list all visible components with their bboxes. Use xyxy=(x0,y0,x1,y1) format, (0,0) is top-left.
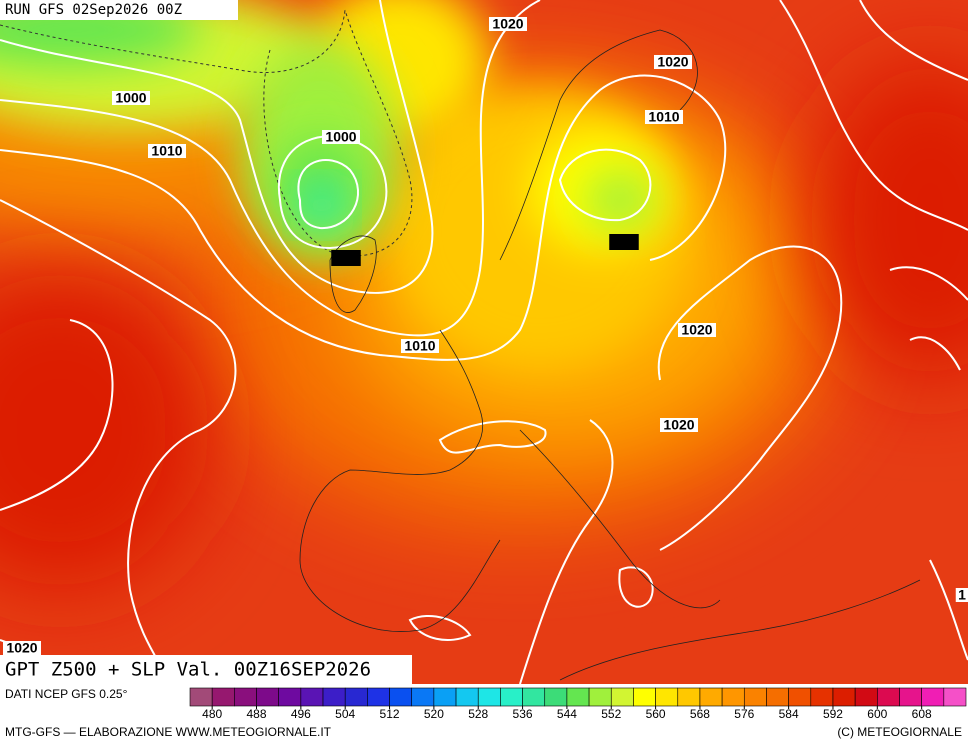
contour-label-bg xyxy=(3,641,41,655)
colorbar-swatch xyxy=(389,687,413,707)
contour-label: 1020 xyxy=(492,16,523,32)
colorbar-tick-label: 592 xyxy=(823,707,843,721)
contour-label-bg xyxy=(645,110,683,124)
title-box xyxy=(0,655,412,684)
colorbar-swatch xyxy=(832,687,856,707)
contour-label-bg xyxy=(678,323,716,337)
map-field xyxy=(0,0,968,684)
colorbar-tick-label: 496 xyxy=(291,707,311,721)
colorbar-swatch xyxy=(788,687,812,707)
colorbar-swatch xyxy=(877,687,900,707)
colorbar-swatch xyxy=(566,687,590,707)
colorbar-tick-label: 584 xyxy=(779,707,799,721)
colorbar-swatch xyxy=(610,687,634,707)
colorbar-tick-label: 608 xyxy=(912,707,932,721)
colorbar-swatch xyxy=(278,687,302,707)
colorbar-tick-label: 528 xyxy=(468,707,488,721)
contour-label: 1010 xyxy=(151,143,182,159)
colorbar-swatch xyxy=(544,687,568,707)
colorbar-tick-label: 512 xyxy=(380,707,400,721)
contour-label: 1020 xyxy=(657,54,688,70)
colorbar-tick-label: 504 xyxy=(335,707,355,721)
colorbar-swatch xyxy=(322,687,346,707)
isobars xyxy=(0,0,968,684)
colorbar-swatch xyxy=(256,687,279,707)
run-box xyxy=(0,0,238,20)
colorbar-swatch xyxy=(455,687,479,707)
colorbar-swatch xyxy=(810,687,834,707)
map-title: GPT Z500 + SLP Val. 00Z16SEP2026 xyxy=(5,659,371,681)
colorbar-tick-label: 600 xyxy=(867,707,887,721)
colorbar-tick-label: 568 xyxy=(690,707,710,721)
contour-label-bg xyxy=(148,144,186,158)
contour-label: 1020 xyxy=(6,640,37,656)
contour-label-bg xyxy=(660,418,698,432)
contour-label-bg xyxy=(654,55,692,69)
colorbar-swatch xyxy=(344,687,368,707)
contour-label-box xyxy=(609,234,639,250)
contour-label-box xyxy=(331,250,361,266)
colorbar-tick-label: 552 xyxy=(601,707,621,721)
colorbar-tick-label: 544 xyxy=(557,707,577,721)
contour-label-bg xyxy=(401,339,439,353)
colorbar-tick-label: 520 xyxy=(424,707,444,721)
colorbar-tick-label: 488 xyxy=(246,707,266,721)
colorbar-swatch xyxy=(943,687,967,707)
colorbar-swatch xyxy=(588,687,612,707)
colorbar-swatch xyxy=(743,687,767,707)
contour-label: 1010 xyxy=(404,338,435,354)
contour-label: 552 xyxy=(612,234,636,250)
footer-right: (C) METEOGIORNALE xyxy=(837,725,962,739)
colorbar-swatch xyxy=(921,687,945,707)
colorbar-swatch xyxy=(189,687,213,707)
contour-label: 1020 xyxy=(663,417,694,433)
colorbar-swatch xyxy=(522,687,546,707)
colorbar-swatch xyxy=(300,687,324,707)
colorbar-swatch xyxy=(721,687,745,707)
colorbar-swatch xyxy=(854,687,878,707)
contour-label-bg xyxy=(322,130,360,144)
contour-label-bg xyxy=(955,588,968,602)
contour-label: 1000 xyxy=(115,90,146,106)
contour-label-bg xyxy=(112,91,150,105)
colorbar-swatch xyxy=(766,687,789,707)
colorbar-tick-label: 576 xyxy=(734,707,754,721)
colorbar-swatch xyxy=(699,687,723,707)
colorbar-swatch xyxy=(677,687,701,707)
colorbar-tick-label: 480 xyxy=(202,707,222,721)
colorbar-swatch xyxy=(500,687,523,707)
colorbar-swatch xyxy=(411,687,435,707)
colorbar-swatch xyxy=(234,687,257,707)
contour-label-bg xyxy=(489,17,527,31)
colorbar-swatch xyxy=(655,687,679,707)
contour-label: 1 xyxy=(958,587,966,603)
contour-label: 1000 xyxy=(325,129,356,145)
footer-left: MTG-GFS — ELABORAZIONE WWW.METEOGIORNALE… xyxy=(5,725,332,739)
colorbar-swatch xyxy=(633,687,656,707)
colorbar-swatch xyxy=(211,687,235,707)
colorbar-swatch xyxy=(433,687,457,707)
contour-label: 1010 xyxy=(648,109,679,125)
source-label: DATI NCEP GFS 0.25° xyxy=(5,687,128,701)
colorbar-tick-label: 560 xyxy=(646,707,666,721)
colorbar-tick-label: 536 xyxy=(513,707,533,721)
colorbar-swatch xyxy=(477,687,501,707)
contour-label: 552 xyxy=(334,250,358,266)
colorbar-swatch xyxy=(899,687,922,707)
colorbar-swatch xyxy=(367,687,390,707)
run-label: RUN GFS 02Sep2026 00Z xyxy=(5,2,182,18)
coastlines xyxy=(299,29,921,681)
contour-label: 1020 xyxy=(681,322,712,338)
